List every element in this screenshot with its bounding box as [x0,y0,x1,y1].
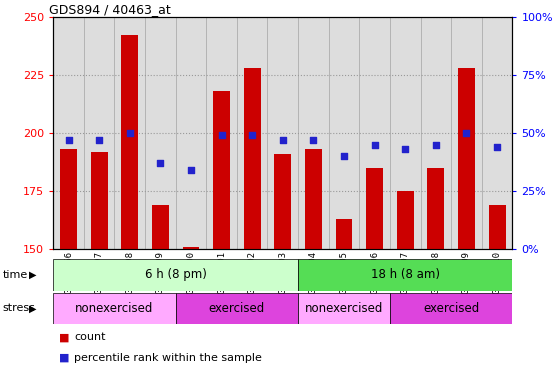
Bar [183,247,199,249]
Point [95,137,104,143]
Bar [91,152,108,249]
Bar [451,17,482,249]
Text: exercised: exercised [209,302,265,315]
Text: 18 h (8 am): 18 h (8 am) [371,268,440,281]
Bar [329,17,360,249]
Text: 6 h (8 pm): 6 h (8 pm) [144,268,207,281]
Bar [244,68,260,249]
Text: GDS894 / 40463_at: GDS894 / 40463_at [49,3,170,16]
Bar [335,219,352,249]
Point [431,142,440,148]
Bar [84,17,114,249]
Bar [421,17,451,249]
Bar [390,292,512,324]
Bar [53,259,298,291]
Text: count: count [74,333,106,342]
Bar [366,168,383,249]
Text: nonexercised: nonexercised [75,302,153,315]
Bar [268,17,298,249]
Point [462,130,471,136]
Text: ▶: ▶ [29,270,36,280]
Point [309,137,318,143]
Bar [206,17,237,249]
Bar [60,149,77,249]
Bar [298,259,512,291]
Point [370,142,379,148]
Text: exercised: exercised [423,302,479,315]
Point [248,132,256,138]
Text: stress: stress [3,303,36,313]
Point [186,167,195,173]
Bar [122,36,138,249]
Point [278,137,287,143]
Bar [482,17,512,249]
Bar [53,292,176,324]
Bar [213,91,230,249]
Point [125,130,134,136]
Bar [145,17,176,249]
Point [217,132,226,138]
Bar [176,17,206,249]
Bar [152,205,169,249]
Bar [360,17,390,249]
Bar [427,168,444,249]
Bar [298,292,390,324]
Bar [397,191,414,249]
Point [64,137,73,143]
Text: ■: ■ [59,333,69,342]
Point [339,153,348,159]
Bar [390,17,421,249]
Bar [489,205,506,249]
Point [493,144,502,150]
Bar [53,17,84,249]
Text: percentile rank within the sample: percentile rank within the sample [74,353,262,363]
Point [401,146,410,152]
Bar [176,292,298,324]
Bar [237,17,268,249]
Bar [458,68,475,249]
Point [156,160,165,166]
Text: ■: ■ [59,353,69,363]
Text: nonexercised: nonexercised [305,302,383,315]
Bar [274,154,291,249]
Text: ▶: ▶ [29,303,36,313]
Bar [298,17,329,249]
Bar [114,17,145,249]
Bar [305,149,322,249]
Text: time: time [3,270,28,280]
